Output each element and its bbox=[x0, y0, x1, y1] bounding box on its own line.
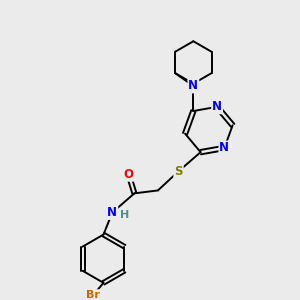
Text: N: N bbox=[107, 206, 117, 219]
Text: H: H bbox=[120, 210, 129, 220]
Text: S: S bbox=[174, 165, 183, 178]
Text: N: N bbox=[219, 142, 230, 154]
Text: N: N bbox=[212, 100, 222, 113]
Text: O: O bbox=[124, 168, 134, 181]
Text: Br: Br bbox=[86, 290, 100, 300]
Text: N: N bbox=[188, 80, 198, 92]
